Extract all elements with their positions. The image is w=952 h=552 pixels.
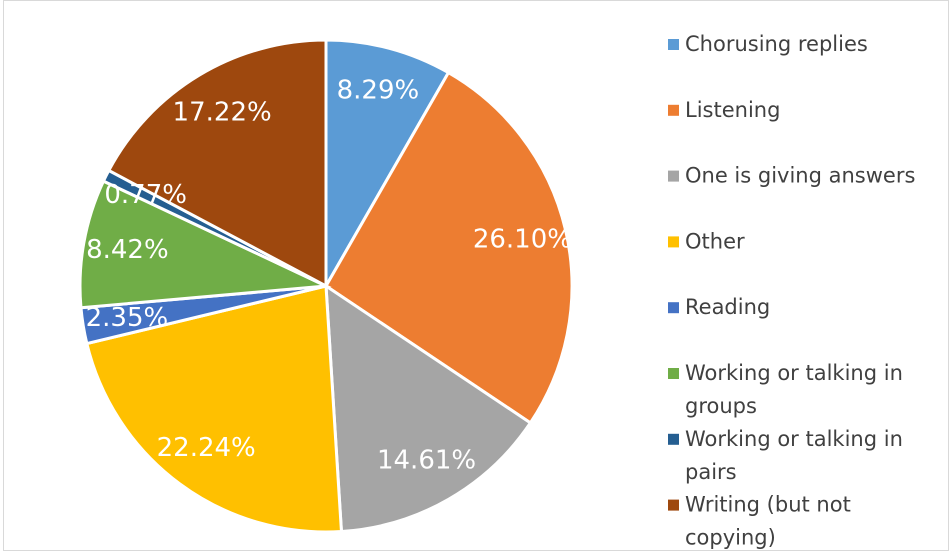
legend-swatch — [668, 499, 679, 511]
legend-label: Other — [685, 229, 745, 253]
legend-swatch — [668, 39, 679, 50]
legend: Chorusing replies Listening One is giving … — [668, 32, 915, 550]
pie-slice — [324, 38, 451, 292]
legend-line: copying) — [685, 526, 776, 550]
legend-label: One is giving answers — [685, 164, 915, 188]
pie-slice — [324, 283, 533, 534]
legend-label: Writing (but not copying) — [685, 493, 851, 550]
data-label: 14.61% — [377, 445, 476, 475]
legend-swatch — [668, 433, 679, 445]
legend-label: Reading — [685, 295, 770, 319]
pie-slice — [324, 70, 574, 425]
data-label: 26.10% — [473, 225, 572, 255]
legend-label: Chorusing replies — [685, 32, 868, 56]
legend-swatch — [668, 236, 679, 248]
legend-line: Working or talking in — [685, 361, 903, 385]
pie-slice — [78, 179, 332, 310]
pie-slice — [106, 38, 328, 289]
legend-swatch — [668, 368, 679, 379]
legend-label: Working or talking in groups — [685, 361, 903, 418]
legend-swatch — [668, 104, 679, 116]
data-label: 17.22% — [173, 98, 272, 128]
legend-line: Working or talking in — [685, 427, 903, 451]
pie-slice — [85, 284, 344, 534]
legend-label: Listening — [685, 98, 780, 122]
data-label: 8.42% — [86, 235, 169, 265]
legend-swatch — [668, 302, 679, 314]
data-label: 0.77% — [104, 180, 187, 210]
legend-line: pairs — [685, 460, 737, 484]
data-label: 22.24% — [157, 433, 256, 463]
pie: 8.29% 26.10% 14.61% 22.24% 2.35% 8.42% 0.77% 17… — [78, 38, 574, 534]
legend-swatch — [668, 170, 679, 182]
legend-label: Working or talking in pairs — [685, 427, 903, 484]
legend-line: Writing (but not — [685, 493, 851, 517]
legend-line: groups — [685, 394, 757, 418]
data-label: 8.29% — [337, 76, 420, 106]
data-label: 2.35% — [86, 303, 169, 333]
